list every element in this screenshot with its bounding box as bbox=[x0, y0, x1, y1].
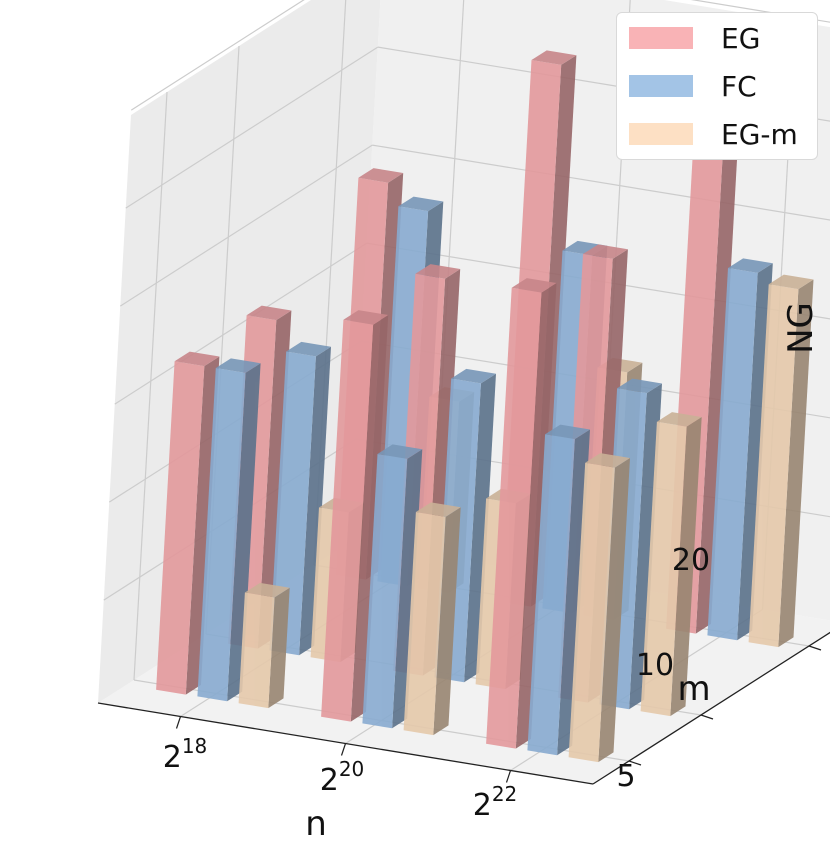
y-tick-mark bbox=[700, 714, 714, 720]
legend: EG FC EG-m bbox=[616, 12, 818, 160]
grid-line-side-z bbox=[119, 144, 373, 307]
y-tick-label: 20 bbox=[672, 543, 710, 578]
bar-side-face bbox=[515, 283, 557, 749]
bar-top-face bbox=[377, 444, 423, 459]
z-axis-label: NG bbox=[781, 302, 821, 354]
bar-top-face bbox=[215, 358, 261, 373]
bar-side-face bbox=[670, 417, 702, 717]
bar-top-face bbox=[656, 412, 702, 427]
bar-side-face bbox=[433, 507, 461, 736]
x-axis-label: n bbox=[305, 804, 327, 844]
tick-labels: 21822022251020110−110−210−310−410−5 bbox=[163, 543, 822, 823]
bar-top-face bbox=[768, 274, 814, 290]
legend-swatch-fc bbox=[629, 75, 693, 97]
bar-side-face bbox=[227, 363, 261, 702]
bar-fc-n0-m0 bbox=[197, 358, 261, 702]
bar-eg-m-n2-m1 bbox=[640, 412, 702, 717]
bar-side-face bbox=[268, 587, 290, 709]
bar-top-face bbox=[617, 378, 662, 394]
y-tick-label: 10 bbox=[636, 648, 674, 683]
x-tick-mark bbox=[505, 770, 512, 783]
bar-side-face bbox=[350, 315, 389, 722]
bar-top-face bbox=[585, 453, 630, 468]
bar-side-face bbox=[557, 429, 590, 756]
bar-front-face bbox=[748, 284, 799, 648]
legend-label-eg: EG bbox=[721, 21, 761, 55]
bar-top-face bbox=[511, 278, 557, 293]
legend-item-eg-m: EG-m bbox=[629, 117, 798, 151]
bar-front-face bbox=[156, 361, 205, 695]
bar-top-face bbox=[531, 50, 577, 65]
bar-side-face bbox=[392, 449, 423, 729]
bar-front-face bbox=[527, 434, 575, 756]
bar-front-face bbox=[640, 421, 687, 717]
grid-line-side-z bbox=[130, 0, 305, 111]
bar-side-face bbox=[598, 458, 630, 763]
legend-swatch-eg-m bbox=[629, 123, 693, 145]
bar-side-face bbox=[257, 310, 292, 649]
bar-top-face bbox=[246, 305, 292, 321]
y-tick-mark bbox=[808, 645, 822, 651]
grid-line-side-z bbox=[114, 242, 368, 405]
y-tick-label: 5 bbox=[616, 759, 635, 794]
bar-eg-n2-m0 bbox=[486, 278, 557, 749]
x-tick-mark bbox=[340, 743, 347, 756]
x-tick-label: 222 bbox=[473, 782, 518, 823]
bar-front-face bbox=[486, 287, 542, 749]
bar-top-face bbox=[415, 264, 461, 279]
bar-front-face bbox=[321, 319, 374, 722]
bar-top-face bbox=[174, 351, 220, 367]
bar-top-face bbox=[343, 310, 389, 325]
legend-item-fc: FC bbox=[629, 69, 757, 103]
bar-top-face bbox=[728, 258, 773, 273]
bar-side-face bbox=[629, 383, 662, 710]
y-axis-label: m bbox=[677, 669, 710, 709]
bar-fc-n1-m0 bbox=[362, 444, 423, 729]
bar-front-face bbox=[403, 512, 446, 736]
bar-top-face bbox=[451, 368, 496, 384]
bar-front-face bbox=[362, 454, 408, 729]
bar-top-face bbox=[286, 341, 331, 357]
bar-top-face bbox=[545, 424, 590, 440]
bar-fc-n2-m2 bbox=[707, 258, 773, 641]
x-tick-label: 220 bbox=[320, 757, 365, 798]
grid-line-side-y bbox=[133, 91, 168, 681]
bar-top-face bbox=[358, 168, 404, 183]
bar-front-face bbox=[707, 268, 758, 641]
x-tick-mark bbox=[175, 716, 182, 729]
bar-front-face bbox=[269, 351, 316, 656]
legend-label-fc: FC bbox=[721, 69, 757, 103]
bar-top-face bbox=[398, 196, 444, 212]
bar-side-face bbox=[464, 373, 496, 683]
bar-side-face bbox=[695, 52, 743, 634]
bar-eg-n1-m0 bbox=[321, 310, 389, 722]
legend-label-eg-m: EG-m bbox=[721, 117, 798, 151]
bar-fc-n2-m0 bbox=[527, 424, 590, 756]
bar-eg-m-n2-m2 bbox=[748, 274, 814, 648]
bar-eg-m-n2-m0 bbox=[568, 453, 630, 763]
bar-eg-n0-m0 bbox=[156, 351, 220, 695]
bar-fc-n0-m1 bbox=[269, 341, 331, 656]
y-tick-mark bbox=[628, 760, 642, 766]
legend-item-eg: EG bbox=[629, 21, 761, 55]
bar-side-face bbox=[778, 279, 814, 648]
bar-front-face bbox=[197, 368, 246, 702]
legend-swatch-eg bbox=[629, 27, 693, 49]
bar-side-face bbox=[737, 263, 773, 641]
x-tick-label: 218 bbox=[163, 734, 208, 775]
bar-front-face bbox=[568, 462, 615, 763]
y-axis-line bbox=[592, 631, 830, 785]
bar-side-face bbox=[299, 346, 331, 656]
bar-side-face bbox=[185, 356, 220, 695]
bar-eg-m-n0-m0 bbox=[238, 582, 290, 709]
bar-top-face bbox=[415, 502, 461, 517]
bar-top-face bbox=[244, 582, 290, 598]
grid-line-side-z bbox=[125, 46, 379, 209]
bar-group bbox=[156, 47, 814, 763]
grid-line-back-z bbox=[372, 144, 830, 221]
bar-eg-m-n1-m0 bbox=[403, 502, 461, 736]
bar-top-face bbox=[583, 244, 628, 259]
bar-front-face bbox=[238, 592, 275, 709]
